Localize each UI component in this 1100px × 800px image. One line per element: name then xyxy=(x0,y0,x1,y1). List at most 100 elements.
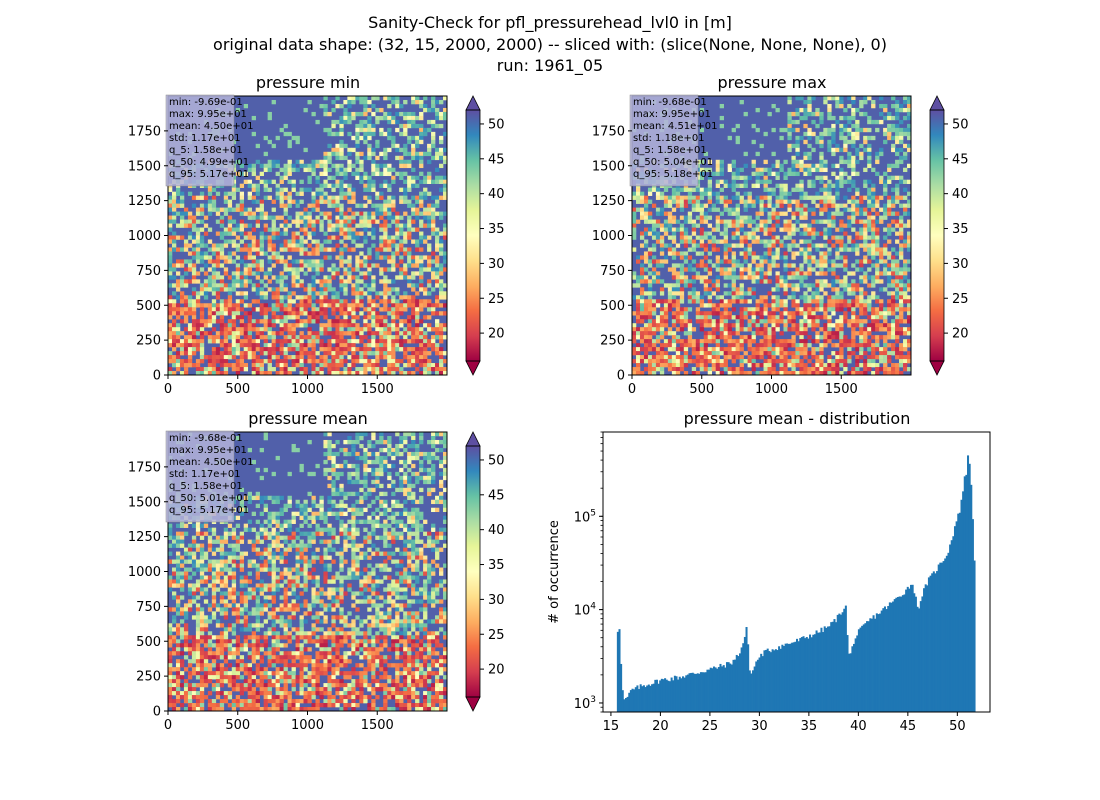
colorbar-extend-min xyxy=(929,360,945,376)
stats-line: q_5: 1.58e+01 xyxy=(169,481,243,492)
histogram-bar xyxy=(732,659,735,712)
y-tick-label: 1750 xyxy=(592,124,625,139)
x-tick-label: 500 xyxy=(225,382,250,397)
histogram-bar xyxy=(740,647,743,712)
histogram-bar xyxy=(649,685,652,712)
histogram-bar xyxy=(686,674,689,712)
x-tick-label: 0 xyxy=(164,718,172,733)
histogram-bar xyxy=(662,679,665,712)
histogram-bar xyxy=(853,643,856,712)
x-axis: 0 500 1000 1500 xyxy=(164,375,394,397)
colorbar-tick-label: 35 xyxy=(488,558,505,573)
histogram-bar xyxy=(712,666,715,712)
histogram-bar xyxy=(945,555,948,712)
histogram-bar xyxy=(673,675,676,712)
histogram-bar xyxy=(818,632,821,712)
histogram-bar xyxy=(683,677,686,712)
panel-title: pressure mean - distribution xyxy=(684,409,911,428)
colorbar-tick-label: 40 xyxy=(488,523,505,538)
colorbar-tick-label: 35 xyxy=(488,222,505,237)
histogram-bar xyxy=(668,681,671,712)
histogram-bar xyxy=(942,561,945,712)
histogram-bar xyxy=(758,657,761,712)
histogram-bar xyxy=(815,630,818,712)
histogram-bar xyxy=(885,609,888,712)
histogram-bar xyxy=(792,642,795,712)
figure-title-line: Sanity-Check for pfl_pressurehead_lvl0 i… xyxy=(368,13,732,32)
histogram-bar xyxy=(835,622,838,712)
colorbar-tick-label: 50 xyxy=(488,117,505,132)
x-tick-label: 0 xyxy=(628,382,636,397)
histogram-bar xyxy=(708,669,711,712)
colorbar-tick-label: 40 xyxy=(488,187,505,202)
histogram-bar xyxy=(921,596,924,712)
histogram-bar xyxy=(625,697,628,712)
histogram-bar xyxy=(729,663,732,712)
colorbar: 20 25 30 35 40 45 50 xyxy=(929,95,969,376)
colorbar-gradient xyxy=(930,110,944,361)
stats-line: q_5: 1.58e+01 xyxy=(633,145,707,156)
histogram-bar xyxy=(874,618,877,712)
histogram-bar xyxy=(800,637,803,712)
histogram-bar xyxy=(905,589,908,712)
histogram-bar xyxy=(892,601,895,712)
colorbar-tick-label: 25 xyxy=(488,628,505,643)
histogram-bar xyxy=(709,667,712,712)
x-tick-label: 0 xyxy=(164,382,172,397)
y-tick-label: 0 xyxy=(153,369,161,384)
colorbar-tick-label: 30 xyxy=(952,257,969,272)
histogram-bar xyxy=(655,679,658,712)
colorbar-gradient xyxy=(466,110,480,361)
y-tick-label: 104 xyxy=(574,602,597,619)
histogram-bar xyxy=(880,610,883,712)
histogram-bar xyxy=(848,653,851,712)
histogram-bar xyxy=(970,484,973,712)
histogram-bar xyxy=(773,650,776,712)
y-tick-label: 1000 xyxy=(128,229,161,244)
histogram-bar xyxy=(778,646,781,712)
histogram-bar xyxy=(737,656,740,712)
histogram-bar xyxy=(721,666,724,712)
histogram-bar xyxy=(924,584,927,712)
histogram-bar xyxy=(861,625,864,712)
histogram-bar xyxy=(896,597,900,712)
y-tick-label: 1500 xyxy=(128,495,161,510)
histogram-bar xyxy=(755,661,758,712)
colorbar-extend-min xyxy=(465,360,481,376)
histogram-bar xyxy=(911,584,914,712)
figure-title-line: run: 1961_05 xyxy=(496,56,604,75)
histogram-bar xyxy=(616,631,619,712)
histogram-bar xyxy=(913,593,916,712)
histogram-bar xyxy=(664,678,667,712)
y-tick-label: 250 xyxy=(600,334,625,349)
histogram-bar xyxy=(791,642,794,712)
histogram-bar xyxy=(916,606,919,712)
histogram-bar xyxy=(621,690,624,712)
stats-line: q_50: 4.99e+01 xyxy=(169,157,249,168)
histogram-bar xyxy=(734,659,737,712)
figure-title-line: original data shape: (32, 15, 2000, 2000… xyxy=(213,35,887,54)
y-axis-label: # of occurrence xyxy=(547,520,562,624)
histogram-bar xyxy=(953,526,957,712)
x-tick-label: 1000 xyxy=(291,382,324,397)
histogram-bar xyxy=(667,680,670,712)
y-tick-label: 105 xyxy=(574,508,596,525)
histogram-bar xyxy=(699,672,702,712)
x-tick-label: 1500 xyxy=(825,382,858,397)
histogram-bar xyxy=(817,632,820,712)
heatmap-field xyxy=(168,96,448,376)
histogram-bar xyxy=(719,663,722,712)
colorbar-tick-label: 45 xyxy=(488,152,505,167)
histogram-bar xyxy=(743,636,746,712)
colorbar-tick-label: 35 xyxy=(952,222,969,237)
colorbar-tick-label: 25 xyxy=(952,292,969,307)
histogram-bar xyxy=(949,544,952,712)
histogram-bar xyxy=(620,663,623,712)
histogram-bar xyxy=(626,696,629,712)
x-tick-label: 500 xyxy=(689,382,714,397)
histogram-bar xyxy=(623,699,626,712)
colorbar-tick-label: 25 xyxy=(488,292,505,307)
histogram-bar xyxy=(900,596,903,712)
